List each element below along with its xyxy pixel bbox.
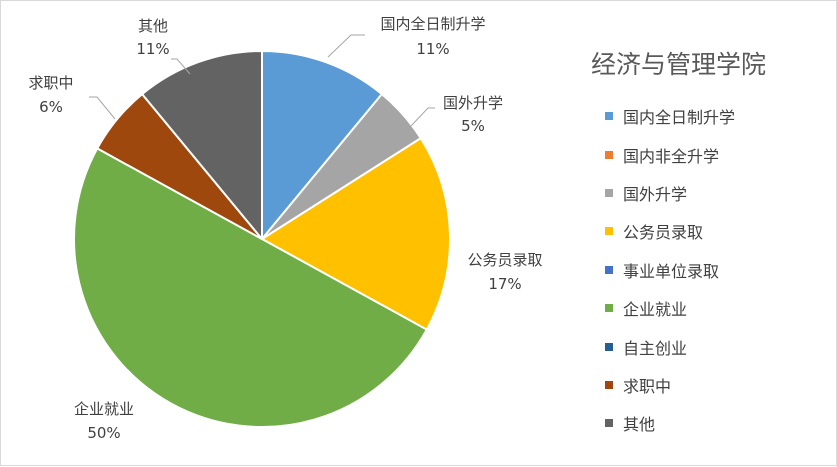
data-label-category: 其他 [138,17,168,35]
legend-item: 求职中 [605,366,735,404]
legend-swatch [605,150,613,159]
legend-label: 自主创业 [623,338,688,358]
pie-slice [261,137,451,331]
legend-item: 公务员录取 [605,212,735,250]
data-label-category: 国外升学 [443,94,503,112]
legend-item: 事业单位录取 [605,251,735,289]
chart-title: 经济与管理学院 [591,50,767,79]
data-label-percent: 11% [416,40,449,58]
legend-label: 其他 [623,415,656,435]
legend-label: 公务员录取 [623,223,704,243]
data-label-category: 公务员录取 [467,251,542,269]
data-label-category: 企业就业 [74,400,134,418]
leader-line [89,96,116,120]
pie-slice [141,50,263,240]
legend-swatch [605,419,613,428]
data-label-percent: 11% [136,40,169,58]
legend-swatch [605,380,613,389]
legend-item: 国外升学 [605,174,735,212]
legend-label: 企业就业 [623,300,688,320]
legend-label: 事业单位录取 [623,261,720,281]
data-label-percent: 17% [488,275,521,293]
legend-label: 国内全日制升学 [623,108,736,128]
leader-line [327,34,365,58]
legend-swatch [605,188,613,197]
legend-swatch [605,342,613,351]
data-label-percent: 5% [461,117,485,135]
legend-label: 国内非全升学 [623,146,720,166]
legend-item: 国内非全升学 [605,135,735,173]
pie-slice [73,147,428,428]
legend-swatch [605,304,613,313]
legend-swatch [605,265,613,274]
legend-item: 国内全日制升学 [605,97,735,135]
data-label-percent: 6% [39,98,63,116]
legend: 国内全日制升学 国内非全升学 国外升学公务员录取事业单位录取 企业就业自主创业求职中其… [605,97,735,443]
legend-item: 企业就业 [605,289,735,327]
leader-line [171,58,191,75]
data-label-category: 国内全日制升学 [380,15,485,33]
legend-label: 求职中 [623,376,672,396]
data-label-category: 求职中 [28,74,73,92]
legend-item: 其他 [605,404,735,442]
legend-item: 自主创业 [605,327,735,365]
legend-label: 国外升学 [623,184,688,204]
legend-swatch [605,227,613,236]
pie-slice [261,50,383,240]
data-label-percent: 50% [87,424,120,442]
legend-swatch [605,112,613,121]
leader-line [410,107,435,127]
